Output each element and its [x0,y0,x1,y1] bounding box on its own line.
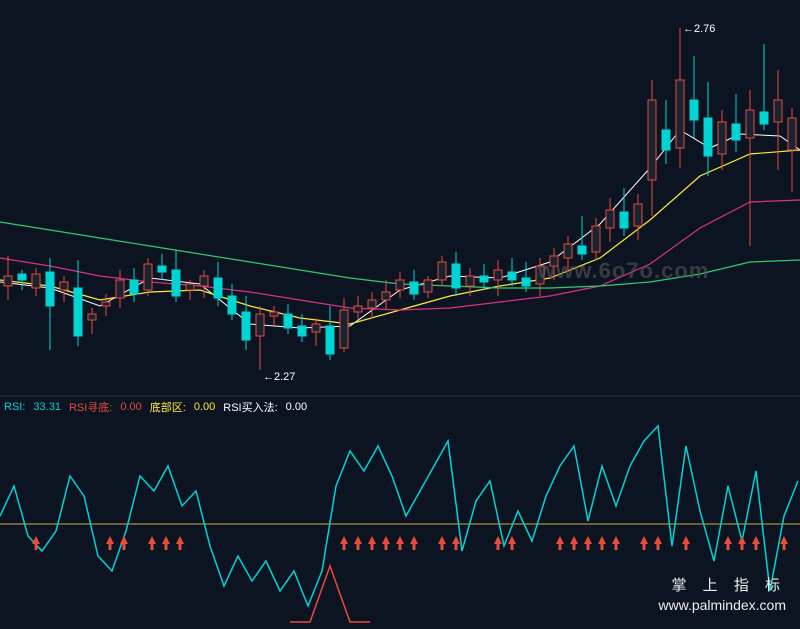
indicator-label: 底部区: [150,399,186,415]
indicator-label: 0.00 [286,401,307,413]
watermark-6o7o: www.6o7o.com [538,258,709,284]
indicator-label: RSI: [4,401,25,413]
indicator-header: RSI: 33.31 RSI寻底: 0.00 底部区: 0.00 RSI买入法: 0.00 [0,399,800,415]
indicator-label: RSI买入法: [223,399,277,415]
indicator-label: 33.31 [33,401,61,413]
indicator-label: 0.00 [194,401,215,413]
chart-svg: ←2.76 ←2.27 [0,0,800,395]
candlestick-chart[interactable]: ←2.76 ←2.27 [0,0,800,395]
panel-divider [0,395,800,397]
indicator-label: RSI寻底: [69,399,112,415]
indicator-label: 0.00 [120,401,141,413]
svg-text:←2.27: ←2.27 [263,371,295,383]
watermark-palmindex: 掌 上 指 标 www.palmindex.com [658,575,786,616]
svg-text:←2.76: ←2.76 [683,23,715,35]
